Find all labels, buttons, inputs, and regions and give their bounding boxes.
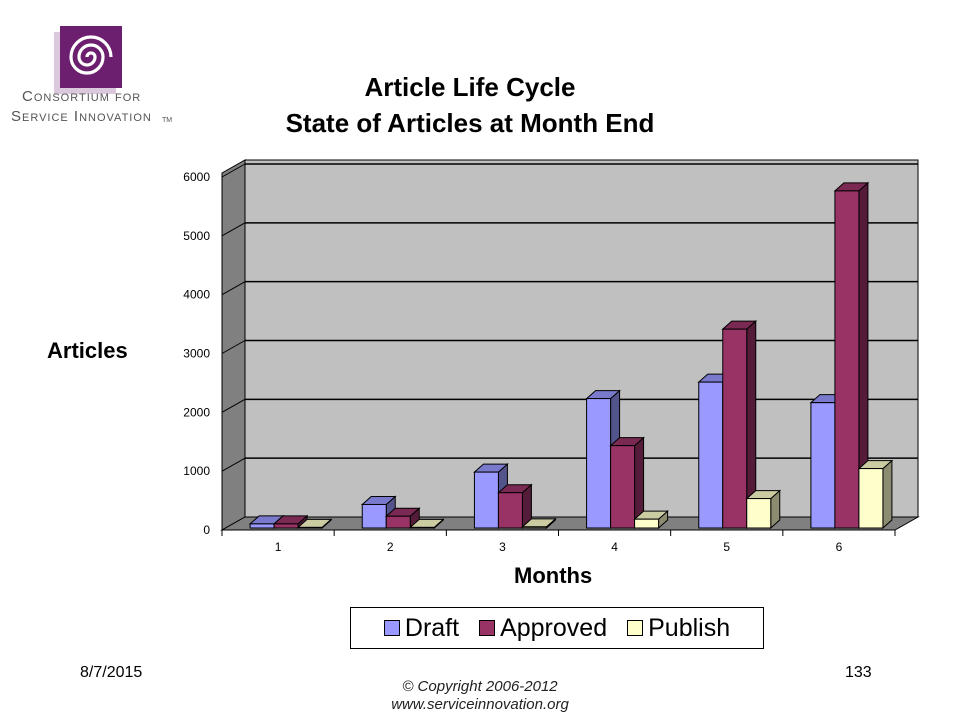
legend-swatch-approved (479, 620, 496, 636)
legend-item-approved: Approved (479, 614, 607, 643)
y-tick-label: 0 (203, 523, 210, 537)
consortium-logo (54, 26, 122, 94)
footer-date: 8/7/2015 (80, 664, 143, 681)
x-axis-label: Months (514, 563, 593, 588)
logo-line1: Consortium for (22, 88, 142, 105)
chart-side-wall (221, 159, 246, 531)
y-tick-label: 5000 (183, 229, 210, 243)
y-tick-label: 2000 (183, 405, 210, 419)
legend-item-publish: Publish (627, 614, 730, 643)
copyright-notice: © Copyright 2006-2012 www.serviceinnovat… (330, 678, 630, 714)
bar-publish-month-6-side (882, 459, 893, 530)
y-axis-label: Articles (47, 338, 128, 363)
bar-publish-month-4 (634, 518, 660, 529)
chart-legend: Draft Approved Publish (350, 607, 764, 649)
bar-draft-month-2 (361, 503, 387, 529)
legend-label-draft: Draft (404, 613, 460, 642)
y-tick-label: 6000 (183, 170, 210, 184)
bar-publish-month-5 (746, 498, 772, 529)
logo-line2: Service Innovation (11, 108, 152, 125)
bar-publish-month-2 (409, 526, 435, 529)
gridline-side (221, 222, 246, 237)
logo-tm: TM (162, 117, 173, 124)
gridline-side (221, 340, 246, 354)
bar-approved-month-4 (610, 445, 636, 529)
gridline-side (221, 457, 246, 472)
chart-subtitle: State of Articles at Month End (285, 108, 655, 138)
bar-approved-month-2 (385, 515, 411, 529)
legend-label-approved: Approved (500, 613, 608, 642)
x-tick-label: 4 (611, 540, 618, 554)
bar-publish-month-3 (521, 526, 547, 529)
bar-publish-month-6 (858, 468, 884, 529)
bar-approved-month-6 (834, 190, 860, 529)
x-tick-label: 5 (723, 540, 730, 554)
y-tick-label: 1000 (183, 464, 210, 478)
copyright-line: © Copyright 2006-2012 (402, 678, 558, 695)
x-tick-label: 2 (387, 540, 394, 554)
legend-swatch-draft (383, 620, 400, 636)
bar-draft-month-4 (586, 398, 612, 529)
bar-publish-month-1 (297, 526, 323, 529)
page-number: 133 (845, 664, 872, 681)
gridline-side (221, 398, 246, 413)
x-tick-label: 1 (275, 540, 282, 554)
legend-swatch-publish (627, 620, 644, 636)
bar-draft-month-6 (810, 402, 836, 529)
bar-draft-month-1 (249, 523, 275, 529)
bar-approved-month-1 (273, 523, 299, 529)
x-tick-label: 6 (836, 540, 843, 554)
bar-approved-month-3 (497, 492, 523, 529)
x-tick-label: 3 (499, 540, 506, 554)
legend-label-publish: Publish (648, 613, 731, 642)
y-tick-label: 4000 (183, 288, 210, 302)
bar-draft-month-5 (698, 381, 724, 529)
y-tick-label: 3000 (183, 347, 210, 361)
bar-draft-month-3 (473, 471, 499, 529)
copyright-url: www.serviceinnovation.org (391, 696, 569, 713)
gridline-side (221, 281, 246, 296)
gridline-side (221, 163, 246, 178)
chart-title: Article Life Cycle (364, 72, 576, 102)
bar-approved-month-5 (722, 328, 748, 529)
legend-item-draft: Draft (383, 613, 460, 643)
